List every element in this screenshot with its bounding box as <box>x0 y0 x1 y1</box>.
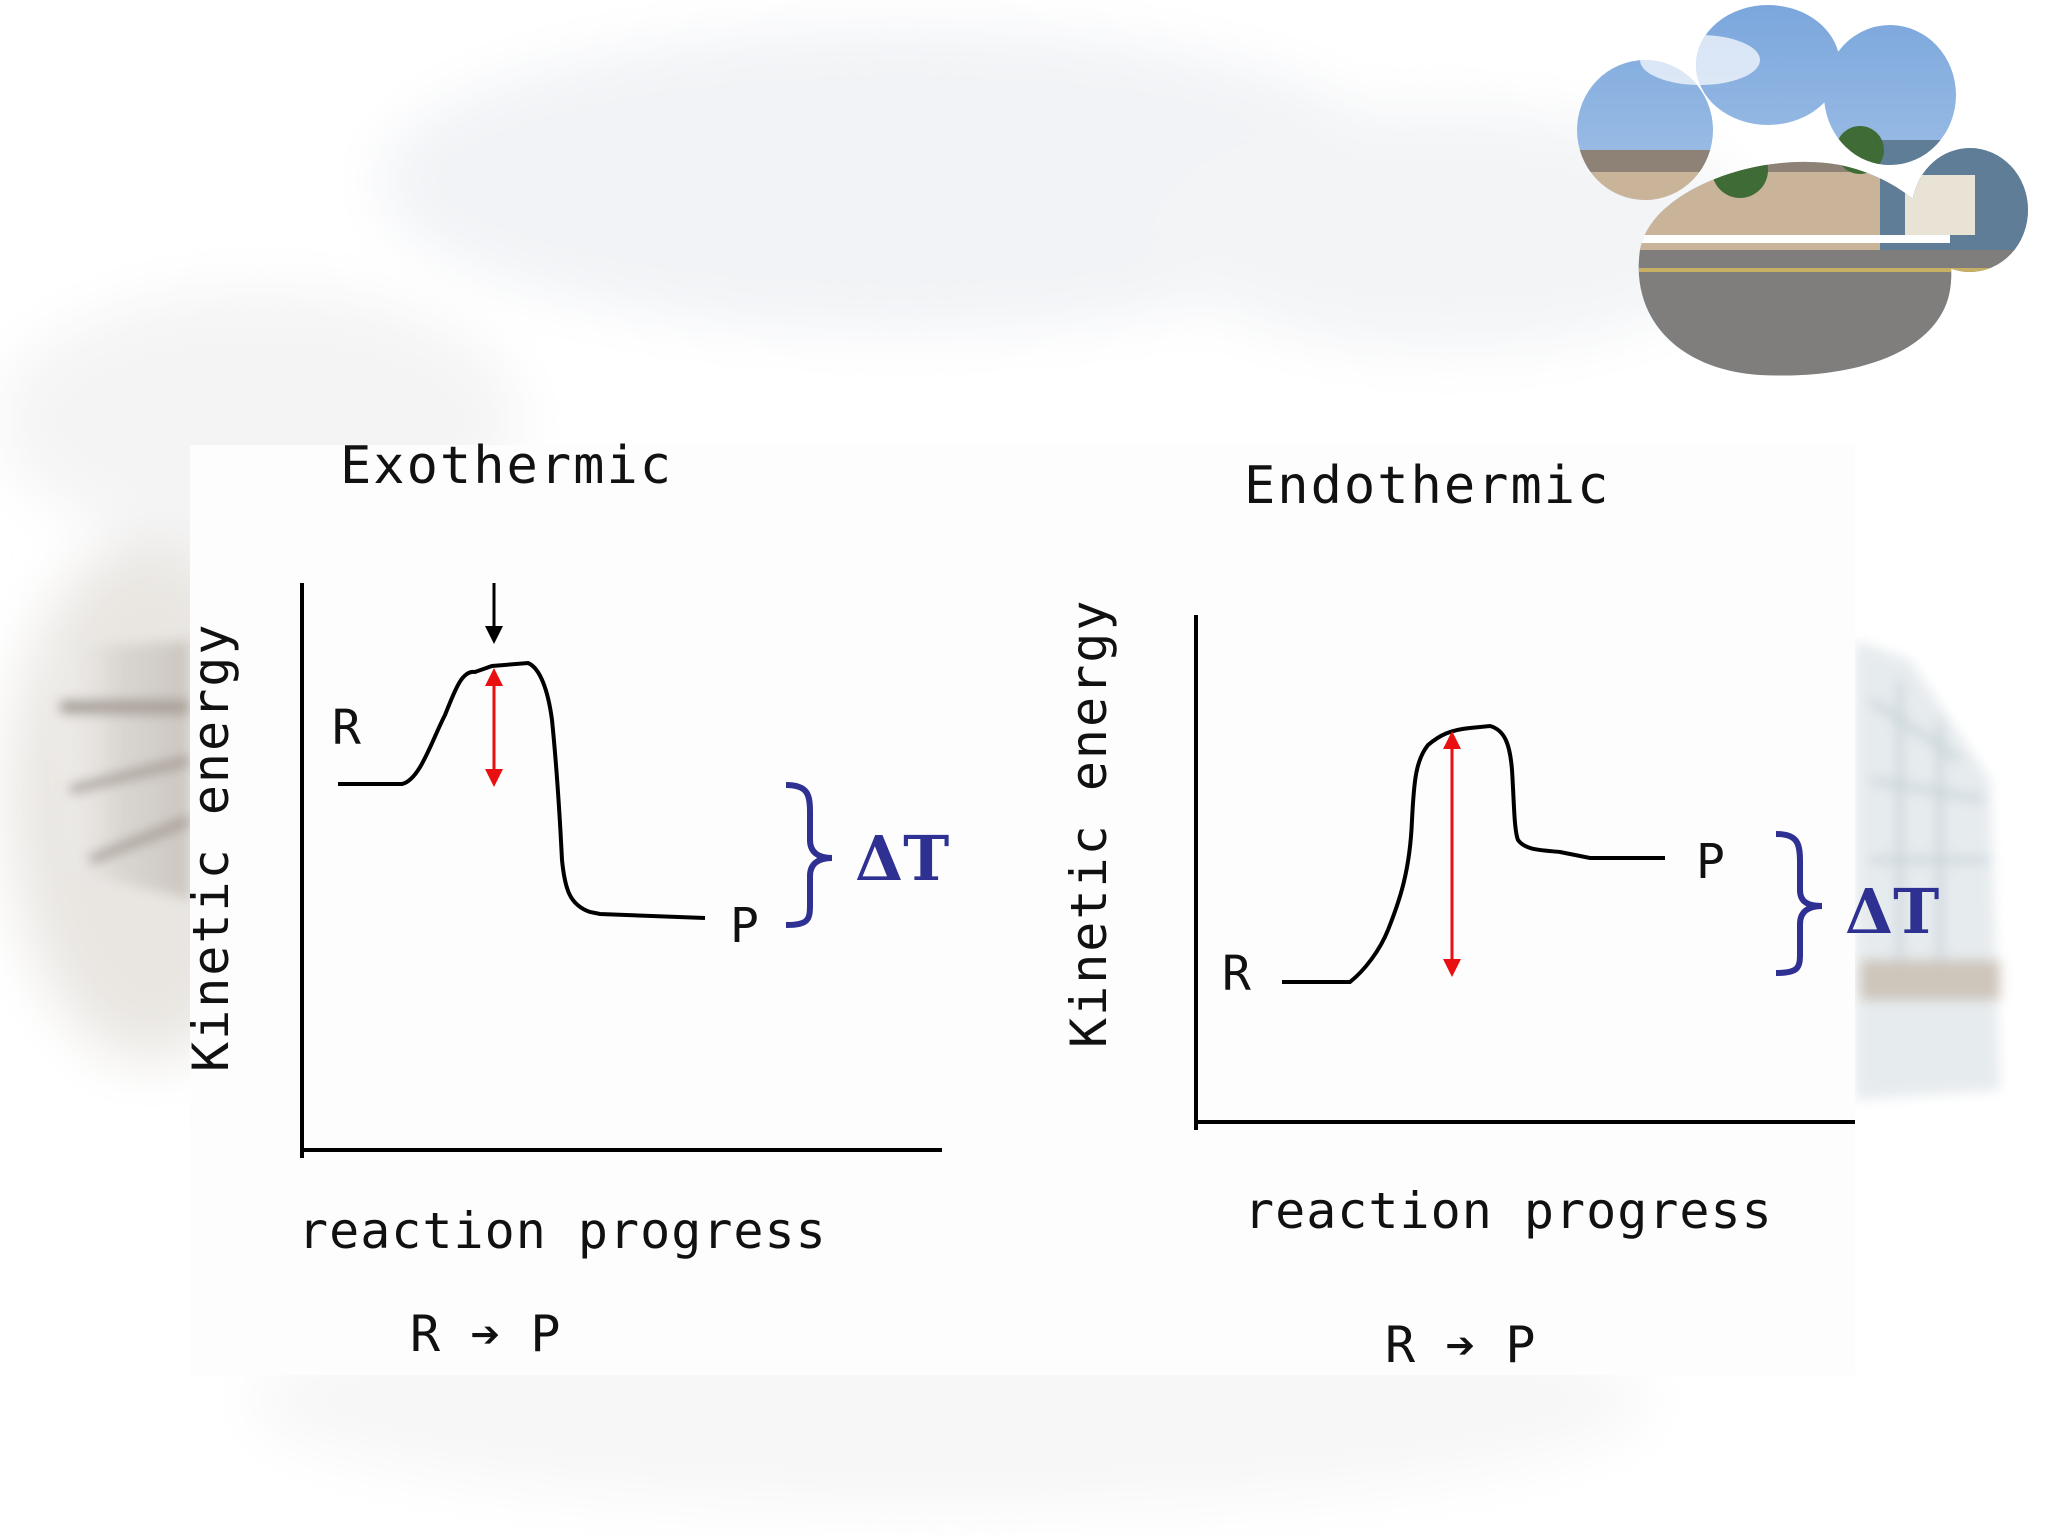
diagram-panel <box>190 445 1855 1375</box>
endothermic-product-label: P <box>1696 834 1725 890</box>
exothermic-reactant-label: R <box>332 700 361 756</box>
endothermic-reaction-equation: R ➔ P <box>1385 1316 1536 1374</box>
endothermic-title: Endothermic <box>1244 456 1611 516</box>
exothermic-title: Exothermic <box>340 436 674 496</box>
exothermic-energy-curve <box>338 660 706 920</box>
endothermic-x-axis-label: reaction progress <box>1244 1182 1773 1240</box>
endothermic-delta-t-label: ΔT <box>1845 875 1940 948</box>
exothermic-product-label: P <box>730 898 759 954</box>
exothermic-delta-t-brace <box>785 782 833 928</box>
exothermic-x-axis-label: reaction progress <box>298 1202 827 1260</box>
exothermic-delta-t-label: ΔT <box>855 822 950 895</box>
exothermic-reaction-equation: R ➔ P <box>410 1305 561 1363</box>
endothermic-delta-t-brace <box>1775 831 1823 976</box>
endothermic-energy-curve <box>1282 723 1665 984</box>
endothermic-reactant-label: R <box>1222 946 1251 1002</box>
